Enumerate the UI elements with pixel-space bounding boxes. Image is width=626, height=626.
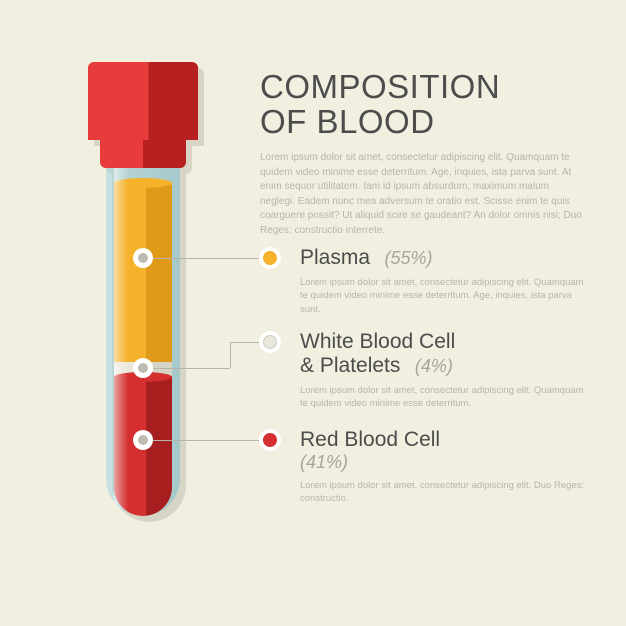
item-wbc-header: White Blood Cell & Platelets (4%) [300,330,586,378]
test-tube [88,62,198,522]
item-wbc: White Blood Cell & Platelets (4%) Lorem … [300,330,586,411]
item-wbc-name-l1: White Blood Cell [300,330,455,353]
marker-plasma [259,247,281,269]
item-rbc: Red Blood Cell (41%) Lorem ipsum dolor s… [300,428,586,506]
tube-glass [106,168,180,516]
item-rbc-percent: (41%) [300,452,348,472]
tube-cap-neck [100,140,186,168]
item-wbc-name-l2: & Platelets [300,354,400,377]
title-line2: OF BLOOD [260,103,435,140]
header: COMPOSITION OF BLOOD Lorem ipsum dolor s… [260,70,586,238]
page-title: COMPOSITION OF BLOOD [260,70,586,139]
item-rbc-header: Red Blood Cell (41%) [300,428,586,473]
glass-highlight [114,168,128,516]
item-plasma-header: Plasma (55%) [300,246,586,270]
item-wbc-percent: (4%) [415,356,453,376]
source-dot-plasma [133,248,153,268]
marker-rbc [259,429,281,451]
item-plasma: Plasma (55%) Lorem ipsum dolor sit amet,… [300,246,586,316]
item-plasma-name: Plasma [300,246,370,269]
marker-wbc [259,331,281,353]
source-dot-wbc [133,358,153,378]
title-line1: COMPOSITION [260,68,500,105]
item-wbc-desc: Lorem ipsum dolor sit amet, consectetur … [300,384,586,411]
item-plasma-desc: Lorem ipsum dolor sit amet, consectetur … [300,276,586,316]
item-rbc-desc: Lorem ipsum dolor sit amet, consectetur … [300,479,586,506]
source-dot-rbc [133,430,153,450]
item-rbc-name: Red Blood Cell [300,428,440,451]
title-description: Lorem ipsum dolor sit amet, consectetur … [260,151,586,238]
item-plasma-percent: (55%) [384,248,432,268]
tube-cap [88,62,198,140]
